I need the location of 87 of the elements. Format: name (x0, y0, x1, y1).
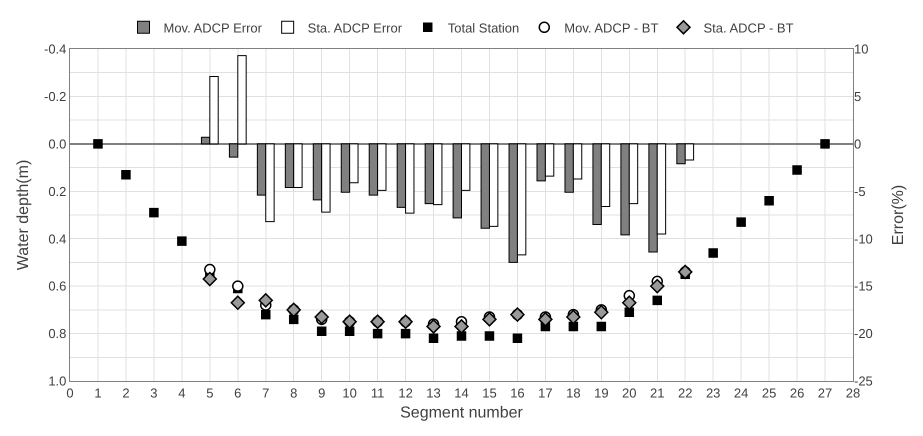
y2-tick-label: 5 (854, 88, 862, 104)
y-tick-label: -0.4 (44, 42, 66, 57)
x-tick-label: 6 (234, 386, 242, 401)
x-tick-label: 5 (206, 386, 214, 401)
point (482, 312, 497, 327)
y-tick-label: -0.2 (44, 88, 66, 104)
point (622, 295, 637, 310)
point (288, 314, 298, 324)
x-tick-label: 3 (150, 386, 158, 401)
x-tick-label: 22 (678, 386, 692, 401)
x-tick-label: 14 (454, 386, 469, 401)
point (736, 217, 746, 227)
point (568, 322, 578, 332)
legend-label: Mov. ADCP - BT (564, 20, 658, 36)
x-tick-label: 27 (818, 386, 832, 401)
x-tick-label: 2 (122, 386, 130, 401)
y-tick-label: 1.0 (48, 374, 66, 389)
point (624, 307, 634, 317)
point (202, 272, 218, 286)
x-axis-title: Segment number (400, 404, 524, 422)
point (708, 248, 718, 258)
point (121, 170, 131, 180)
y-tick-label: 0.2 (48, 184, 66, 199)
point (232, 280, 244, 292)
point (428, 334, 438, 344)
point (820, 139, 830, 149)
point (512, 334, 522, 344)
y2-tick-label: -10 (854, 231, 873, 246)
x-tick-label: 12 (398, 386, 413, 401)
point (400, 328, 410, 338)
x-tick-label: 17 (538, 386, 553, 401)
point (93, 139, 103, 149)
x-tick-label: 7 (262, 386, 270, 401)
point (538, 312, 553, 327)
point (149, 208, 159, 218)
point (792, 165, 802, 175)
x-tick-label: 13 (426, 386, 441, 401)
x-tick-label: 8 (290, 386, 298, 401)
y2-tick-label: -5 (854, 184, 866, 199)
y2-tick-label: 10 (854, 42, 868, 57)
point (177, 236, 187, 246)
y2-tick-label: -20 (854, 326, 873, 342)
point (258, 293, 273, 308)
y-tick-label: 0.0 (48, 136, 66, 152)
y-tick-label: 0.6 (48, 278, 66, 294)
point (594, 304, 609, 320)
point (484, 331, 494, 341)
x-tick-label: 23 (706, 386, 720, 401)
x-tick-label: 0 (66, 386, 74, 401)
x-tick-label: 9 (318, 386, 326, 401)
x-tick-label: 18 (566, 386, 581, 401)
x-tick-label: 1 (94, 386, 102, 401)
point (456, 331, 466, 341)
x-tick-label: 16 (510, 386, 525, 401)
point (650, 278, 664, 294)
x-tick-label: 4 (178, 386, 186, 401)
legend-label: Mov. ADCP Error (164, 20, 263, 36)
y2-tick-label: 0 (854, 136, 862, 152)
x-tick-label: 21 (650, 386, 664, 401)
x-tick-label: 20 (622, 386, 637, 401)
point (454, 319, 469, 334)
y-axis-title: Water depth(m) (15, 160, 32, 270)
y2-tick-label: -15 (854, 278, 873, 294)
point (344, 326, 354, 336)
point (426, 319, 441, 334)
point (372, 328, 382, 338)
legend-label: Total Station (448, 20, 520, 36)
point (261, 310, 270, 320)
point (764, 196, 774, 206)
point (230, 295, 246, 310)
x-tick-label: 25 (762, 386, 776, 401)
point (316, 326, 326, 336)
x-tick-label: 15 (482, 386, 497, 401)
y-tick-label: 0.4 (48, 231, 66, 246)
point (566, 310, 581, 324)
legend-label: Sta. ADCP - BT (703, 20, 794, 36)
y2-axis-title: Error(%) (890, 184, 907, 246)
x-tick-label: 10 (342, 386, 357, 401)
legend-label: Sta. ADCP Error (308, 20, 403, 36)
point (652, 296, 662, 306)
x-tick-label: 19 (594, 386, 609, 401)
y-tick-label: 0.8 (48, 326, 66, 342)
x-tick-label: 11 (370, 386, 384, 401)
x-tick-label: 24 (734, 386, 748, 401)
x-tick-label: 26 (790, 386, 804, 401)
point (596, 322, 606, 332)
point (314, 310, 329, 324)
